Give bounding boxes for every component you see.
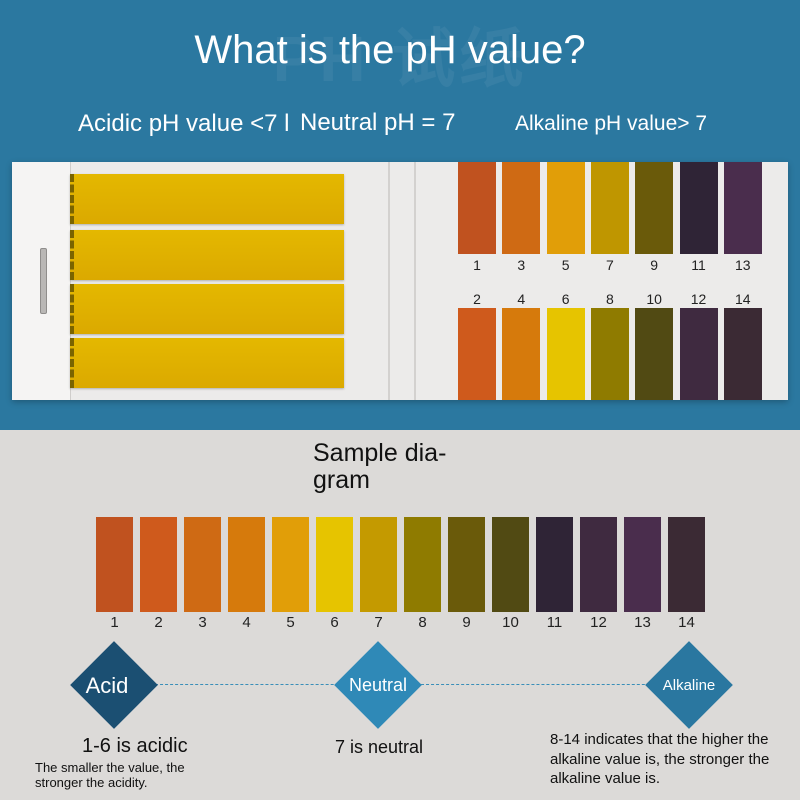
color-swatch: [502, 308, 541, 400]
swatch-label: 5: [561, 257, 570, 273]
swatch-label: 12: [690, 291, 707, 307]
sample-swatch-label: 8: [418, 614, 427, 631]
sample-swatch: [272, 517, 309, 612]
booklet-flap: [12, 162, 71, 400]
swatch-label: 1: [473, 257, 481, 273]
sample-swatch: [624, 517, 661, 612]
sample-swatch-label: 2: [154, 614, 163, 631]
ph-test-strip: [70, 338, 344, 388]
color-swatch: [723, 162, 762, 254]
color-swatch: [635, 308, 674, 400]
sample-swatch: [404, 517, 441, 612]
color-swatch: [502, 162, 541, 254]
ph-strip-booklet: 1 3 5 7 9 11 13 2 4 6 8 10 12 14: [12, 162, 788, 400]
sample-swatch-label: 14: [678, 614, 695, 631]
neutral-subtitle: Neutral pH = 7: [300, 109, 456, 136]
booklet-fold: [414, 162, 416, 400]
color-swatch: [546, 308, 585, 400]
swatch-label: 2: [473, 291, 481, 307]
swatch-label: 9: [650, 257, 659, 273]
booklet-clip: [40, 248, 47, 314]
alkaline-subtitle: Alkaline pH value> 7: [515, 112, 708, 135]
sample-swatch: [448, 517, 485, 612]
sample-swatch-label: 11: [546, 614, 563, 631]
sample-swatch: [184, 517, 221, 612]
color-swatch: [635, 162, 674, 254]
sample-swatch-label: 9: [462, 614, 471, 631]
sample-swatch-label: 4: [242, 614, 251, 631]
color-swatch: [458, 308, 496, 400]
sample-swatch: [668, 517, 705, 612]
ph-test-strip: [70, 230, 344, 280]
watermark: PH 试纸: [272, 23, 528, 95]
sample-swatch: [140, 517, 177, 612]
swatch-label: 4: [517, 291, 526, 307]
sample-swatch: [580, 517, 617, 612]
sample-swatch-label: 10: [502, 614, 519, 631]
sample-swatch: [96, 517, 133, 612]
sample-swatch-label: 1: [110, 614, 119, 631]
ph-test-strip: [70, 174, 344, 224]
color-swatch: [590, 308, 629, 400]
sample-swatch: [536, 517, 573, 612]
ph-test-strip: [70, 284, 344, 334]
color-swatch: [590, 162, 629, 254]
neutral-caption: 7 is neutral: [335, 737, 424, 757]
sample-swatch-label: 3: [198, 614, 207, 631]
swatch-label: 14: [735, 291, 751, 307]
acidic-subtitle: Acidic pH value <7 l: [78, 110, 290, 137]
sample-swatch-label: 13: [634, 614, 651, 631]
acid-caption: 1-6 is acidic: [82, 735, 188, 757]
sample-title: Sample dia- gram: [313, 439, 447, 494]
swatch-label: 6: [561, 291, 570, 307]
swatch-label: 13: [735, 257, 751, 273]
color-swatch: [546, 162, 585, 254]
swatch-label: 10: [646, 291, 662, 307]
swatch-label: 7: [605, 257, 614, 273]
sample-swatch: [492, 517, 529, 612]
booklet-fold: [388, 162, 390, 400]
color-swatch: [679, 162, 718, 254]
sample-swatch: [316, 517, 353, 612]
color-swatch: [723, 308, 762, 400]
color-swatch: [458, 162, 496, 254]
alkaline-label: Alkaline: [662, 677, 716, 694]
sample-swatch: [228, 517, 265, 612]
sample-swatch-label: 7: [374, 614, 383, 631]
alkaline-description: 8-14 indicates that the higher the alkal…: [550, 731, 770, 787]
page-title: What is the pH value?: [194, 28, 586, 72]
neutral-label: Neutral: [348, 675, 408, 695]
sample-swatch: [360, 517, 397, 612]
swatch-label: 3: [517, 257, 526, 273]
swatch-label: 11: [691, 257, 706, 273]
color-swatch: [679, 308, 718, 400]
acid-description: The smaller the value, the stronger the …: [35, 760, 185, 790]
acid-label: Acid: [85, 673, 129, 698]
sample-swatch-label: 6: [330, 614, 339, 631]
sample-swatch-label: 5: [286, 614, 295, 631]
sample-swatch-label: 12: [590, 614, 607, 631]
swatch-label: 8: [605, 291, 614, 307]
